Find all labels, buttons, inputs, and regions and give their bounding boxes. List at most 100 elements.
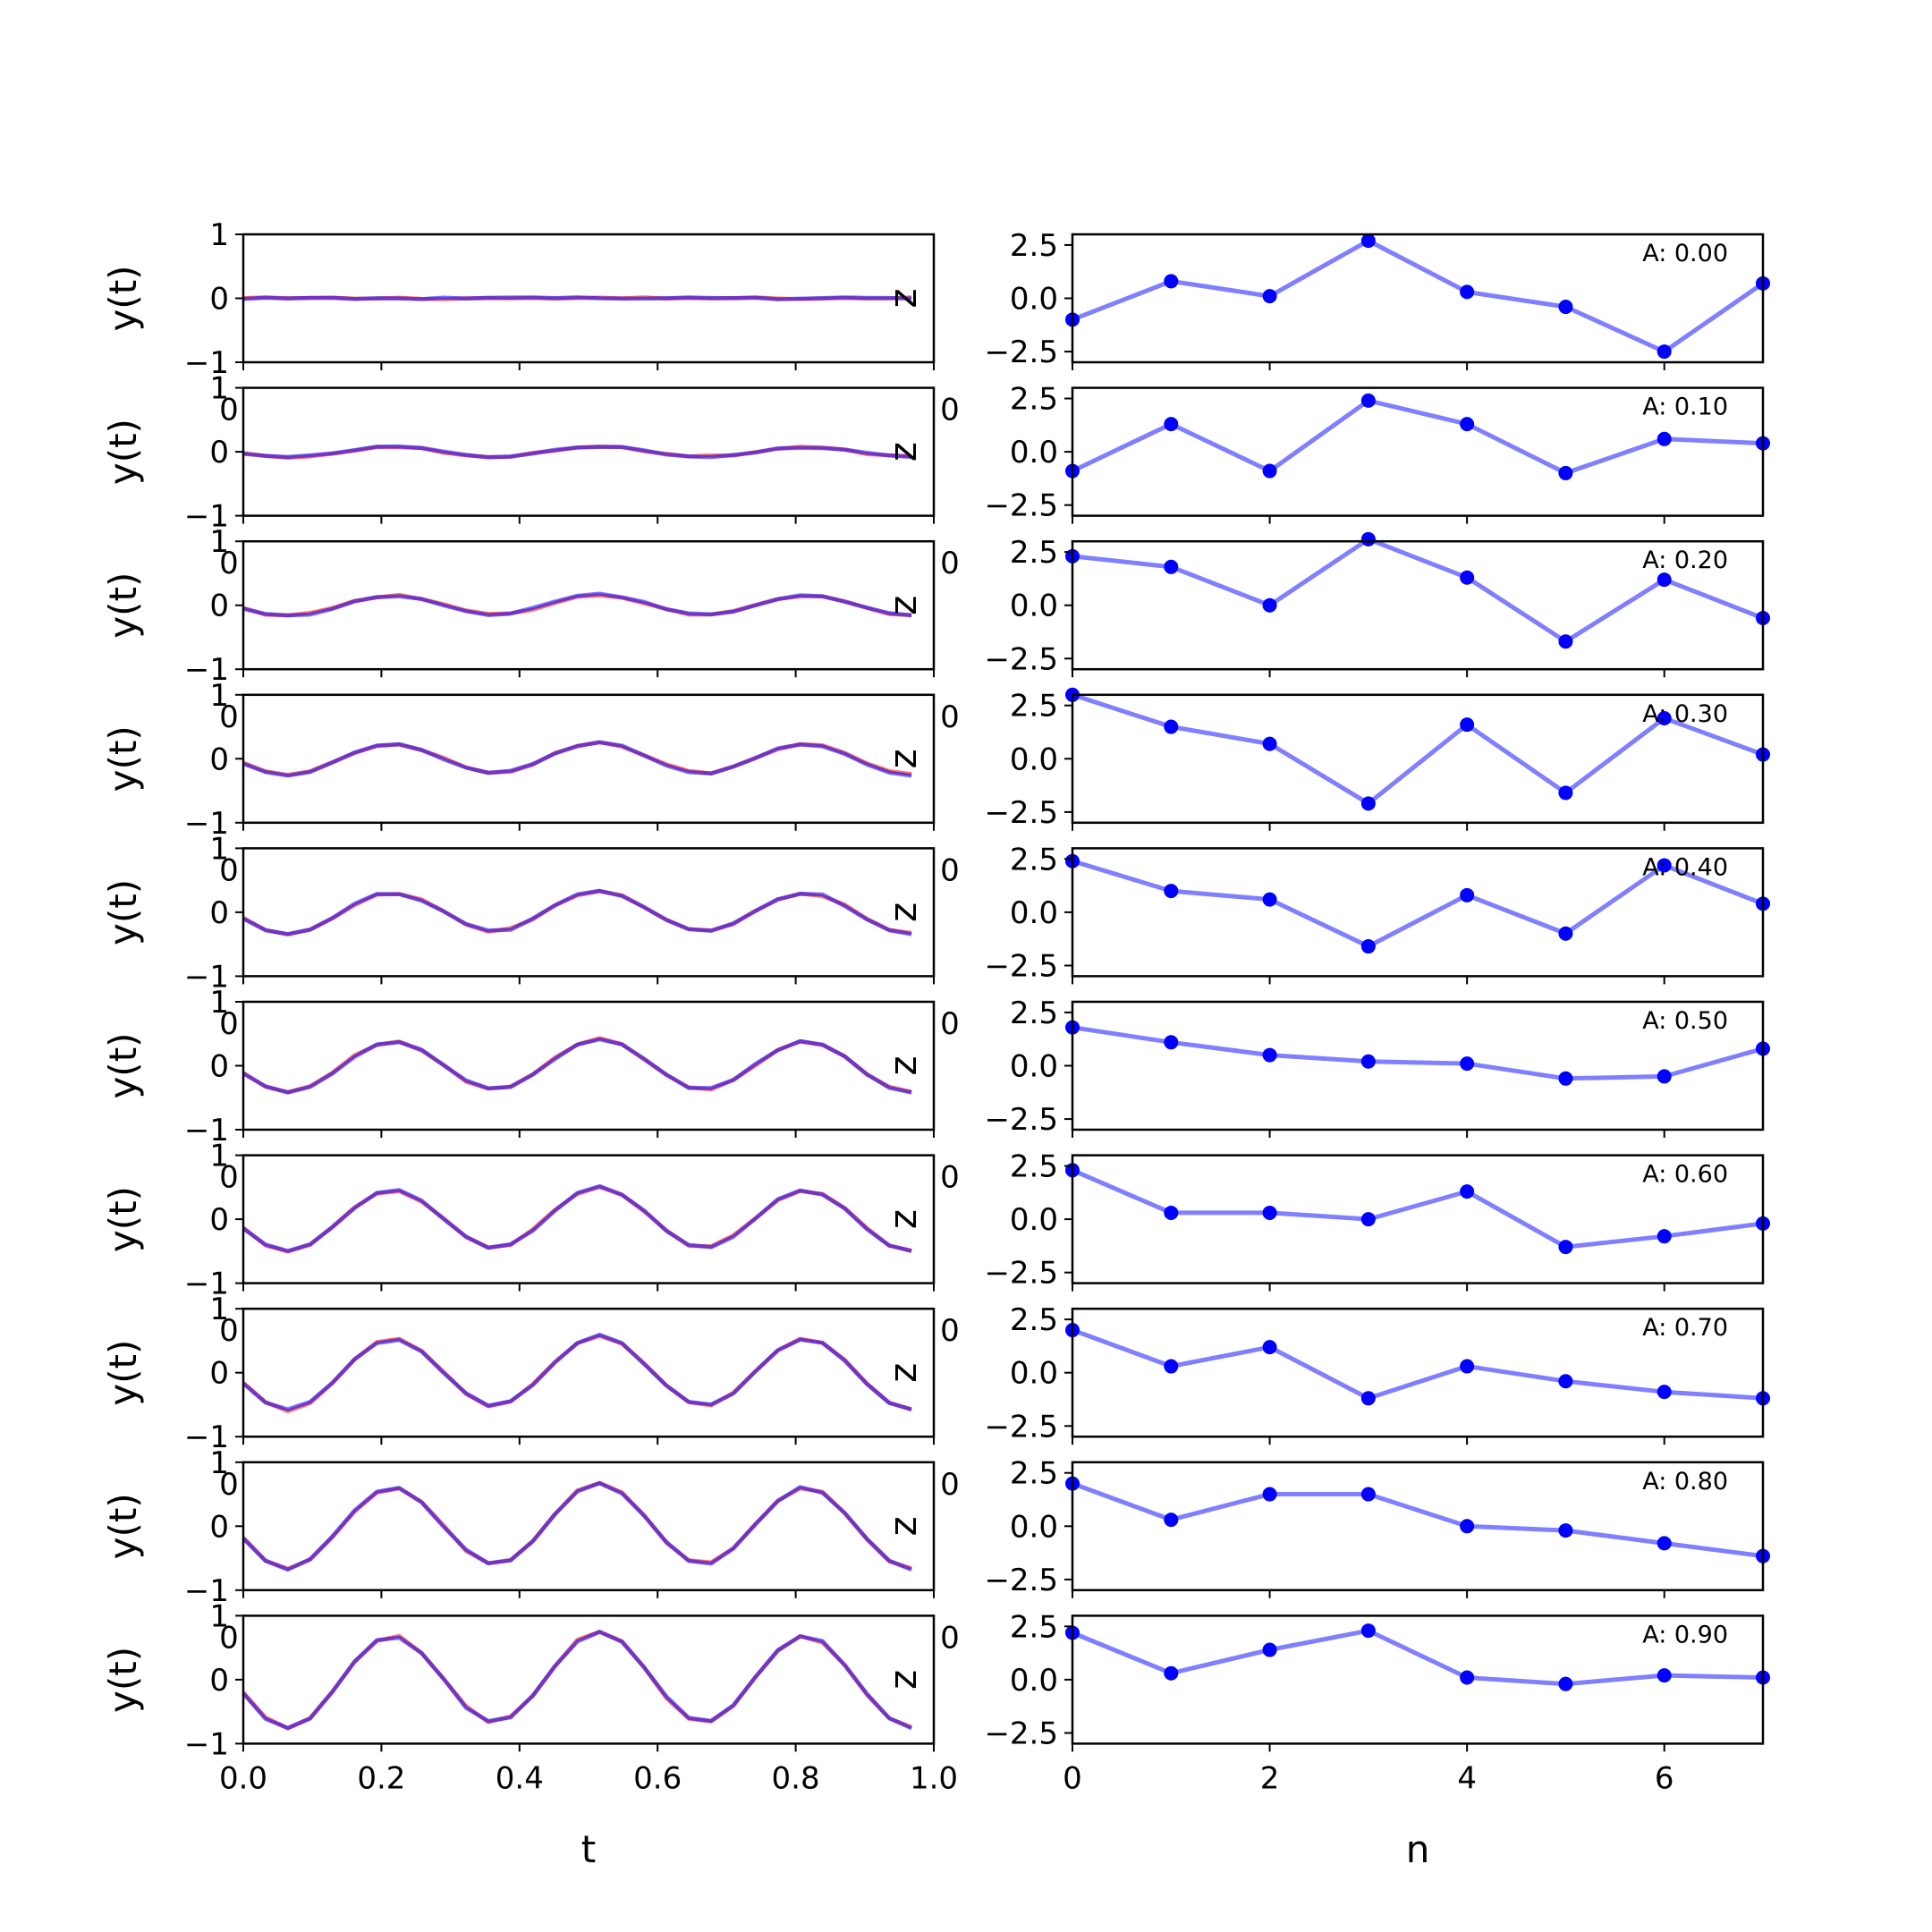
- y-tick-label: 0: [209, 1663, 229, 1699]
- y-tick-label: 2.5: [1010, 1609, 1058, 1645]
- latent-point: [1558, 1374, 1573, 1389]
- y-axis-label: y(t): [101, 1340, 145, 1406]
- latent-point: [1164, 1359, 1179, 1374]
- latent-point: [1558, 300, 1573, 315]
- z-side-label: z: [881, 1055, 925, 1075]
- latent-point: [1164, 719, 1179, 734]
- x-tick-label: 1.0: [910, 1760, 958, 1796]
- latent-point: [1657, 431, 1672, 446]
- y-tick-label: 1: [209, 831, 229, 867]
- latent-point: [1460, 887, 1475, 902]
- z-side-label: z: [881, 749, 925, 768]
- latent-point: [1460, 1184, 1475, 1199]
- y-tick-label: 0.0: [1010, 1663, 1058, 1699]
- original-signal-line: [242, 444, 912, 460]
- y-tick-label: −1: [184, 1113, 229, 1148]
- latent-point: [1558, 1676, 1573, 1691]
- latent-point: [1360, 531, 1376, 547]
- latent-point: [1164, 1205, 1179, 1220]
- stray-tick-label: 0: [219, 1006, 239, 1042]
- y-tick-label: 2.5: [1010, 689, 1058, 724]
- time-axes-frame: [242, 693, 936, 825]
- y-tick-label: 0: [209, 1049, 229, 1085]
- latent-axes: −2.5 0.0 2.5 A: 0.20 0: [940, 531, 1770, 677]
- original-signal-line: [242, 1481, 912, 1572]
- y-tick-label: −2.5: [984, 1409, 1058, 1445]
- y-tick-label: −1: [184, 652, 229, 688]
- latent-point: [1164, 417, 1179, 432]
- latent-point: [1360, 1212, 1376, 1227]
- y-tick-label: 2.5: [1010, 382, 1058, 418]
- y-tick-label: 0.0: [1010, 741, 1058, 777]
- latent-point: [1558, 465, 1573, 480]
- stray-tick-label: 0: [940, 699, 960, 735]
- latent-point: [1558, 926, 1573, 941]
- latent-point: [1558, 785, 1573, 801]
- latent-point: [1460, 1359, 1475, 1374]
- latent-point: [1657, 858, 1672, 873]
- y-tick-label: 1: [209, 1598, 229, 1634]
- y-tick-label: 0.0: [1010, 1049, 1058, 1085]
- latent-point: [1360, 1054, 1376, 1069]
- time-axes-frame: [242, 1307, 936, 1438]
- latent-line: [1072, 1481, 1763, 1559]
- y-tick-label: 0: [209, 1509, 229, 1545]
- original-signal-line: [242, 1183, 912, 1253]
- stray-tick-label: 0: [940, 1006, 960, 1042]
- y-tick-label: 0: [209, 589, 229, 624]
- latent-point: [1360, 939, 1376, 954]
- latent-point: [1262, 736, 1277, 751]
- x-tick-label: 0.6: [633, 1760, 682, 1796]
- time-axes-frame: [242, 1000, 936, 1131]
- y-tick-label: 0: [209, 1356, 229, 1392]
- z-side-label: z: [881, 442, 925, 462]
- y-tick-label: 2.5: [1010, 1456, 1058, 1492]
- y-axis-label: y(t): [101, 419, 145, 485]
- y-tick-label: −2.5: [984, 641, 1058, 677]
- latent-point: [1558, 634, 1573, 649]
- y-tick-label: 0: [209, 895, 229, 931]
- original-signal-line: [242, 1630, 913, 1731]
- y-tick-label: 1: [209, 985, 229, 1021]
- y-tick-label: 2.5: [1010, 228, 1058, 264]
- latent-point: [1360, 1623, 1376, 1639]
- latent-point: [1164, 1665, 1179, 1681]
- y-tick-label: 1: [209, 371, 229, 407]
- amplitude-annotation: A: 0.60: [1642, 1161, 1728, 1189]
- amplitude-annotation: A: 0.30: [1642, 700, 1728, 728]
- x-tick-label: 0.0: [219, 1760, 267, 1796]
- y-axis-label: y(t): [101, 572, 145, 639]
- latent-axes: −2.5 0.0 2.5 A: 0.10 0: [940, 382, 1770, 524]
- z-side-label: z: [881, 1363, 925, 1383]
- y-tick-label: 0.0: [1010, 1509, 1058, 1545]
- y-axis-label: y(t): [101, 879, 145, 945]
- amplitude-annotation: A: 0.70: [1642, 1314, 1728, 1342]
- latent-point: [1262, 289, 1277, 304]
- latent-point: [1657, 344, 1672, 360]
- latent-line: [1072, 1628, 1763, 1687]
- amplitude-annotation: A: 0.80: [1642, 1468, 1728, 1496]
- stray-tick-label: 0: [219, 699, 239, 735]
- latent-point: [1262, 597, 1277, 613]
- latent-point: [1262, 1487, 1277, 1502]
- original-signal-line: [242, 591, 912, 618]
- amplitude-annotation: A: 0.20: [1642, 547, 1728, 574]
- stray-tick-label: 0: [940, 546, 960, 581]
- y-tick-label: −1: [184, 806, 229, 842]
- latent-point: [1558, 1240, 1573, 1255]
- latent-line: [1072, 398, 1763, 476]
- z-side-label: z: [881, 1516, 925, 1536]
- z-side-label: z: [881, 1209, 925, 1229]
- z-side-label: z: [881, 1670, 925, 1690]
- stray-tick-label: 0: [219, 546, 239, 581]
- latent-point: [1262, 892, 1277, 907]
- latent-point: [1164, 274, 1179, 289]
